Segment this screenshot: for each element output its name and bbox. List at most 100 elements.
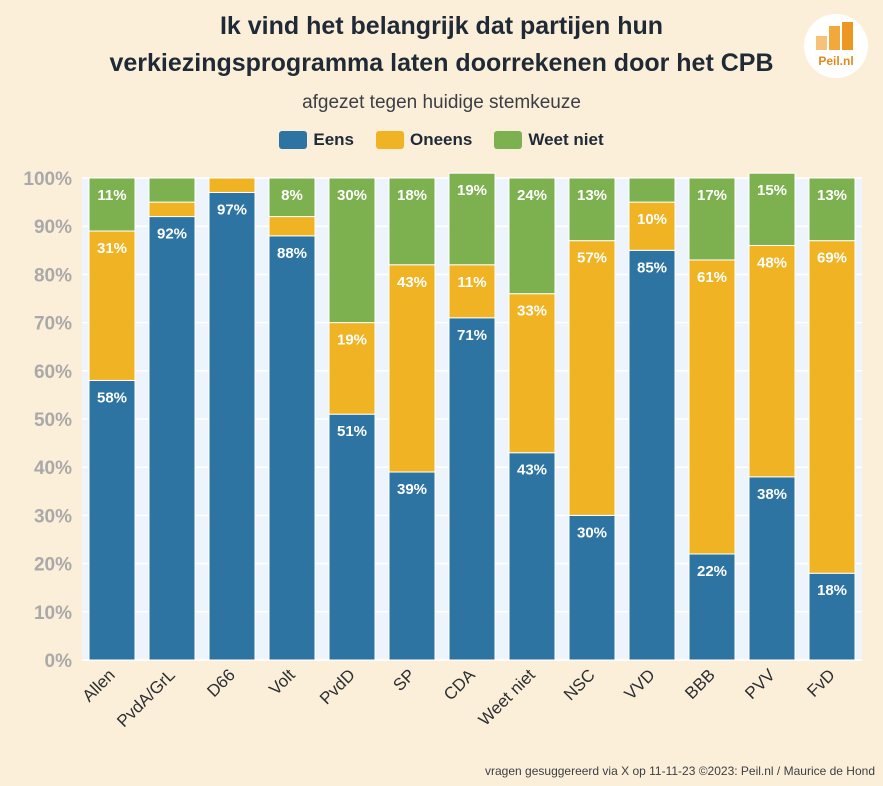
x-tick-label: NSC <box>560 665 599 704</box>
x-tick-label: Volt <box>265 665 299 699</box>
x-tick-label: PvdD <box>316 665 359 708</box>
bar-segment[interactable] <box>268 216 316 237</box>
bar-segment[interactable] <box>88 177 136 232</box>
y-tick-label: 100% <box>23 169 72 190</box>
legend-item-oneens[interactable]: Oneens <box>376 130 472 150</box>
bar-segment[interactable] <box>688 553 736 661</box>
legend-swatch-weet-niet <box>494 131 523 149</box>
bar-segment[interactable] <box>328 413 376 661</box>
bar-segment[interactable] <box>808 572 856 661</box>
bar-segment[interactable] <box>268 177 316 218</box>
logo-bar-3 <box>842 22 853 50</box>
logo-bar-2 <box>829 26 840 50</box>
peil-logo: Peil.nl <box>804 14 868 78</box>
legend-label-eens: Eens <box>313 130 354 149</box>
y-tick-label: 30% <box>34 506 72 527</box>
chart-title-line-2: verkiezingsprogramma laten doorrekenen d… <box>109 49 774 77</box>
bar-segment[interactable] <box>388 471 436 661</box>
data-label: 15% <box>757 182 787 199</box>
bar-segment[interactable] <box>748 476 796 661</box>
data-label: 88% <box>277 245 307 262</box>
bar-segment[interactable] <box>628 201 676 251</box>
bar-segment[interactable] <box>568 177 616 242</box>
data-label: 18% <box>397 187 427 204</box>
bar-segment[interactable] <box>388 264 436 473</box>
bar-segment[interactable] <box>148 216 196 661</box>
data-label: 22% <box>697 563 727 580</box>
y-tick-label: 20% <box>34 555 72 576</box>
data-label: 57% <box>577 250 607 267</box>
footer-credit: vragen gesuggereerd via X op 11-11-23 ©2… <box>485 764 875 778</box>
y-tick-label: 40% <box>34 458 72 479</box>
data-label: 11% <box>97 187 126 204</box>
bar-segment[interactable] <box>448 172 496 266</box>
data-label: 92% <box>157 226 187 243</box>
data-label: 30% <box>337 187 367 204</box>
data-label: 19% <box>337 332 367 349</box>
legend-item-eens[interactable]: Eens <box>279 130 354 150</box>
legend-item-weet-niet[interactable]: Weet niet <box>494 130 604 150</box>
x-tick-label: CDA <box>440 665 479 704</box>
chart-title: Ik vind het belangrijk dat partijen hun … <box>0 8 883 82</box>
y-tick-label: 50% <box>34 410 72 431</box>
bar-segment[interactable] <box>328 177 376 324</box>
bar-segment[interactable] <box>268 235 316 661</box>
data-label: 51% <box>337 423 367 440</box>
bar-segment[interactable] <box>688 177 736 261</box>
y-tick-label: 0% <box>45 651 73 672</box>
bar-segment[interactable] <box>808 177 856 242</box>
logo-text: Peil.nl <box>818 54 854 68</box>
bar-segment[interactable] <box>748 172 796 246</box>
bar-segment[interactable] <box>628 177 676 203</box>
data-label: 43% <box>517 462 547 479</box>
bar-segment[interactable] <box>208 191 256 661</box>
data-label: 61% <box>697 269 727 286</box>
data-label: 19% <box>457 182 487 199</box>
y-tick-label: 70% <box>34 314 72 335</box>
data-label: 58% <box>97 389 127 406</box>
chart-title-line-1: Ik vind het belangrijk dat partijen hun <box>219 12 664 40</box>
bar-segment[interactable] <box>388 177 436 266</box>
bar-segment[interactable] <box>808 240 856 574</box>
x-tick-label: FvD <box>803 665 838 700</box>
data-label: 17% <box>697 187 727 204</box>
chart-subtitle: afgezet tegen huidige stemkeuze <box>302 92 581 113</box>
bar-segment[interactable] <box>148 201 196 218</box>
bar-segment[interactable] <box>88 379 136 661</box>
bar-segment[interactable] <box>508 293 556 454</box>
x-tick-label: Allen <box>79 665 119 705</box>
bar-segment[interactable] <box>88 230 136 381</box>
data-label: 18% <box>817 582 847 599</box>
data-label: 10% <box>637 211 667 228</box>
data-label: 39% <box>397 481 427 498</box>
bar-segment[interactable] <box>448 264 496 319</box>
legend-label-weet-niet: Weet niet <box>528 130 604 149</box>
x-tick-label: VVD <box>621 665 659 703</box>
bar-segment[interactable] <box>208 177 256 193</box>
y-tick-label: 10% <box>34 603 72 624</box>
y-tick-label: 60% <box>34 362 72 383</box>
data-label: 38% <box>757 486 787 503</box>
data-label: 31% <box>97 240 127 257</box>
bar-segment[interactable] <box>508 452 556 661</box>
data-label: 24% <box>517 187 547 204</box>
bar-segment[interactable] <box>568 514 616 661</box>
x-tick-label: BBB <box>681 665 718 702</box>
bar-segment[interactable] <box>148 177 196 203</box>
chart-legend: Eens Oneens Weet niet <box>0 130 883 150</box>
bar-segment[interactable] <box>748 244 796 478</box>
data-label: 97% <box>217 201 247 218</box>
bar-segment[interactable] <box>508 177 556 295</box>
x-tick-label: PvdA/GrL <box>113 665 179 731</box>
bar-segment[interactable] <box>328 322 376 415</box>
data-label: 69% <box>817 250 847 267</box>
bar-segment[interactable] <box>688 259 736 555</box>
data-label: 13% <box>817 187 847 204</box>
data-label: 43% <box>397 274 427 291</box>
legend-label-oneens: Oneens <box>410 130 473 149</box>
bar-segment[interactable] <box>568 240 616 516</box>
x-tick-label: Weet niet <box>475 665 539 729</box>
bar-segment[interactable] <box>628 249 676 661</box>
bar-segment[interactable] <box>448 317 496 661</box>
